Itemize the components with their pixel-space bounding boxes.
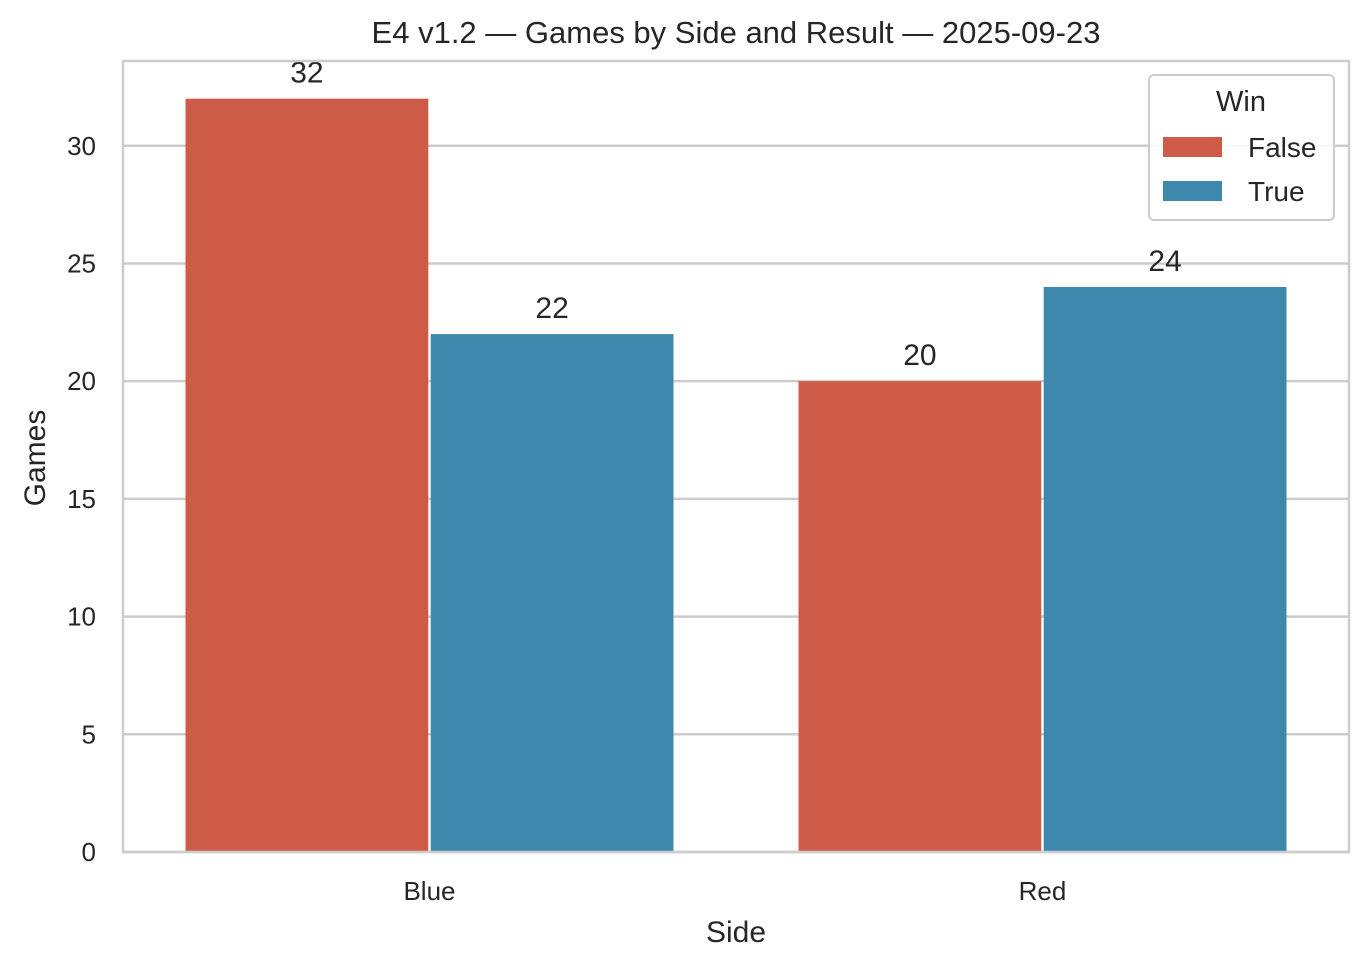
bar-value-label: 20 <box>903 339 936 372</box>
legend-items: False True <box>1163 132 1316 207</box>
bar-value-label: 22 <box>535 292 568 325</box>
x-tick-label: Blue <box>403 876 455 906</box>
y-tick-layer: 0 5 10 15 20 25 30 <box>67 131 96 867</box>
bar-value-label: 24 <box>1148 245 1181 278</box>
x-tick-layer: Blue Red <box>403 876 1066 906</box>
x-tick-label: Red <box>1019 876 1067 906</box>
y-tick-label: 30 <box>67 131 96 161</box>
plot-frame <box>121 59 1351 854</box>
x-axis-label: Side <box>706 916 766 949</box>
legend-swatch-false <box>1163 137 1222 157</box>
y-tick-label: 20 <box>67 366 96 396</box>
legend-title: Win <box>1216 86 1266 118</box>
y-axis-label: Games <box>19 410 52 507</box>
y-tick-label: 10 <box>67 602 96 632</box>
chart-title: E4 v1.2 — Games by Side and Result — 202… <box>372 15 1101 50</box>
y-tick-label: 25 <box>67 248 96 278</box>
y-tick-label: 5 <box>82 719 96 749</box>
bar-blue-false <box>185 98 429 852</box>
legend-label-true: True <box>1248 176 1305 207</box>
legend-swatch-true <box>1163 181 1222 201</box>
bar-red-false <box>798 381 1042 852</box>
legend: Win False True <box>1148 74 1335 221</box>
y-tick-label: 0 <box>82 837 96 867</box>
bar-layer <box>185 98 1287 852</box>
legend-label-false: False <box>1248 132 1316 163</box>
bar-red-true <box>1043 287 1287 852</box>
bar-blue-true <box>430 334 674 852</box>
y-tick-label: 15 <box>67 484 96 514</box>
